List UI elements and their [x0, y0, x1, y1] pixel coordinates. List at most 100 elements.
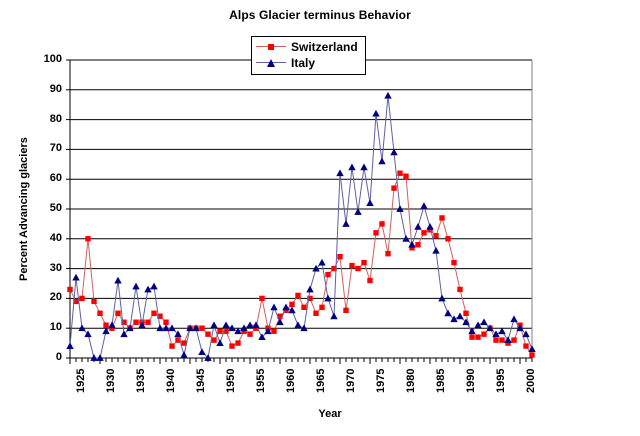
x-tick-label: 1965: [315, 368, 327, 393]
data-point-switzerland: [469, 334, 475, 340]
data-point-italy: [120, 330, 128, 338]
chart-title: Alps Glacier terminus Behavior: [229, 8, 411, 22]
data-point-switzerland: [325, 271, 331, 278]
data-point-italy: [108, 321, 116, 329]
data-point-italy: [186, 324, 194, 332]
data-point-italy: [378, 157, 386, 165]
data-point-italy: [372, 109, 380, 117]
data-point-switzerland: [421, 230, 427, 236]
data-point-italy: [456, 312, 464, 320]
data-point-italy: [132, 282, 140, 290]
data-point-switzerland: [145, 319, 151, 325]
y-tick-label: 10: [49, 321, 62, 334]
data-point-italy: [498, 327, 506, 335]
data-point-italy: [528, 345, 536, 352]
chart-legend: Switzerland Italy: [251, 36, 366, 75]
data-point-switzerland: [85, 236, 91, 242]
data-point-italy: [276, 318, 284, 326]
data-point-switzerland: [121, 319, 127, 325]
data-point-switzerland: [205, 331, 211, 337]
data-point-italy: [240, 324, 248, 332]
data-point-italy: [360, 163, 368, 171]
y-tick-label: 80: [49, 112, 62, 125]
data-point-switzerland: [361, 259, 367, 266]
data-point-italy: [492, 330, 500, 338]
legend-marker-triangle-icon: [256, 56, 286, 70]
y-tick-label: 40: [49, 231, 62, 244]
x-tick-label: 1995: [495, 368, 507, 393]
x-tick-label: 1990: [465, 368, 477, 393]
data-point-italy: [216, 339, 224, 347]
data-point-switzerland: [367, 277, 373, 284]
data-point-italy: [324, 294, 332, 302]
y-tick-label: 50: [49, 202, 62, 214]
data-point-switzerland: [133, 319, 139, 325]
y-tick-label: 70: [49, 142, 62, 155]
data-point-italy: [246, 321, 254, 329]
data-point-italy: [78, 324, 86, 332]
data-point-italy: [180, 351, 188, 358]
data-point-italy: [342, 220, 350, 227]
data-point-italy: [474, 321, 482, 329]
data-point-italy: [156, 324, 164, 332]
data-point-italy: [420, 202, 428, 209]
data-point-italy: [192, 324, 200, 332]
data-point-italy: [468, 327, 476, 335]
data-point-switzerland: [151, 310, 157, 316]
data-point-italy: [102, 327, 110, 335]
data-point-italy: [222, 321, 230, 329]
data-point-switzerland: [379, 221, 385, 227]
data-point-switzerland: [445, 236, 451, 242]
data-point-switzerland: [481, 331, 487, 337]
data-point-switzerland: [523, 343, 529, 349]
legend-label-switzerland: Switzerland: [291, 40, 358, 54]
data-point-switzerland: [91, 298, 97, 305]
data-point-switzerland: [463, 310, 469, 316]
data-point-switzerland: [337, 253, 343, 260]
data-point-italy: [84, 330, 92, 338]
data-point-switzerland: [259, 295, 265, 302]
data-point-switzerland: [433, 233, 439, 239]
data-point-switzerland: [301, 304, 307, 311]
x-tick-label: 1930: [105, 368, 117, 393]
data-point-italy: [270, 303, 278, 311]
data-point-italy: [348, 163, 356, 171]
data-point-italy: [96, 354, 104, 361]
data-point-italy: [198, 348, 206, 355]
data-point-italy: [438, 294, 446, 302]
data-point-switzerland: [199, 325, 205, 331]
y-tick-label: 90: [49, 82, 62, 95]
data-point-italy: [210, 321, 218, 329]
data-point-italy: [384, 91, 392, 99]
data-point-italy: [252, 321, 260, 329]
data-point-italy: [414, 223, 422, 230]
data-point-switzerland: [457, 286, 463, 293]
y-tick-label: 20: [49, 291, 62, 304]
x-tick-label: 1935: [135, 368, 147, 393]
x-tick-label: 1925: [75, 368, 87, 393]
legend-item-italy: Italy: [256, 55, 358, 71]
data-point-switzerland: [415, 242, 421, 248]
data-point-switzerland: [529, 352, 535, 358]
data-point-switzerland: [391, 185, 397, 191]
data-point-italy: [228, 324, 236, 332]
data-point-italy: [486, 324, 494, 332]
data-point-italy: [234, 327, 242, 335]
data-point-italy: [330, 312, 338, 320]
x-tick-label: 1940: [165, 368, 177, 393]
data-point-italy: [204, 354, 212, 361]
data-point-switzerland: [211, 337, 217, 343]
data-point-switzerland: [385, 251, 391, 257]
data-point-switzerland: [355, 265, 361, 272]
data-point-switzerland: [115, 310, 121, 316]
data-point-switzerland: [247, 331, 253, 337]
data-point-italy: [162, 324, 170, 332]
data-point-italy: [402, 234, 410, 242]
data-point-italy: [300, 324, 308, 332]
data-point-italy: [462, 318, 470, 326]
data-point-italy: [450, 315, 458, 323]
x-tick-label: 1945: [195, 368, 207, 393]
data-point-italy: [114, 276, 122, 284]
